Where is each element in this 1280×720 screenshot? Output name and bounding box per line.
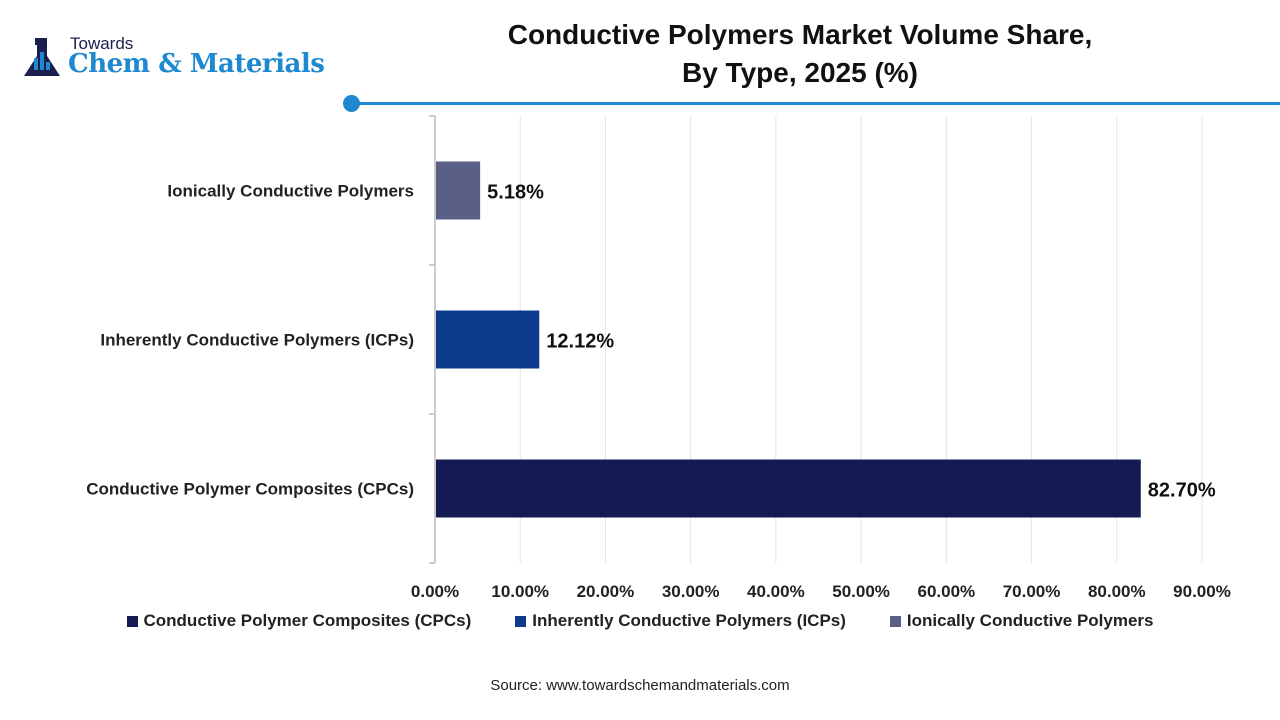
header-divider-dot — [343, 95, 360, 112]
flask-icon — [24, 38, 60, 76]
legend-item: Inherently Conductive Polymers (ICPs) — [515, 611, 846, 631]
y-category-label: Ionically Conductive Polymers — [167, 182, 414, 201]
x-tick-label: 90.00% — [1173, 582, 1231, 601]
x-tick-label: 0.00% — [411, 582, 459, 601]
x-tick-label: 30.00% — [662, 582, 720, 601]
y-category-label: Conductive Polymer Composites (CPCs) — [86, 480, 414, 499]
x-tick-label: 40.00% — [747, 582, 805, 601]
logo-main-text: Chem & Materials — [68, 49, 325, 79]
x-tick-label: 20.00% — [577, 582, 635, 601]
y-category-label: Inherently Conductive Polymers (ICPs) — [100, 331, 414, 350]
legend-label: Inherently Conductive Polymers (ICPs) — [532, 611, 846, 630]
bar — [436, 310, 540, 369]
bar — [436, 459, 1141, 518]
title-line-1: Conductive Polymers Market Volume Share, — [507, 19, 1093, 50]
header-divider — [352, 102, 1280, 105]
x-tick-label: 50.00% — [832, 582, 890, 601]
x-tick-label: 80.00% — [1088, 582, 1146, 601]
legend-swatch — [889, 615, 901, 627]
legend-item: Ionically Conductive Polymers — [889, 611, 1154, 631]
data-label: 82.70% — [1148, 480, 1216, 502]
legend-item: Conductive Polymer Composites (CPCs) — [126, 611, 472, 631]
x-tick-label: 60.00% — [917, 582, 975, 601]
source-text: Source: www.towardschemandmaterials.com — [490, 677, 790, 694]
x-tick-label: 10.00% — [491, 582, 549, 601]
chart-legend: Conductive Polymer Composites (CPCs) Inhe… — [0, 611, 1280, 631]
data-label: 12.12% — [546, 331, 614, 353]
x-tick-label: 70.00% — [1003, 582, 1061, 601]
legend-swatch — [515, 615, 527, 627]
chart-title: Conductive Polymers Market Volume Share,… — [420, 16, 1180, 92]
legend-label: Conductive Polymer Composites (CPCs) — [143, 611, 472, 630]
legend-swatch — [126, 615, 138, 627]
title-line-2: By Type, 2025 (%) — [681, 57, 919, 88]
logo-top-text: Towards — [70, 34, 134, 53]
legend-label: Ionically Conductive Polymers — [906, 611, 1154, 630]
data-label: 5.18% — [487, 182, 544, 204]
brand-logo: Towards Chem & Materials — [22, 34, 342, 84]
bar — [436, 161, 481, 220]
